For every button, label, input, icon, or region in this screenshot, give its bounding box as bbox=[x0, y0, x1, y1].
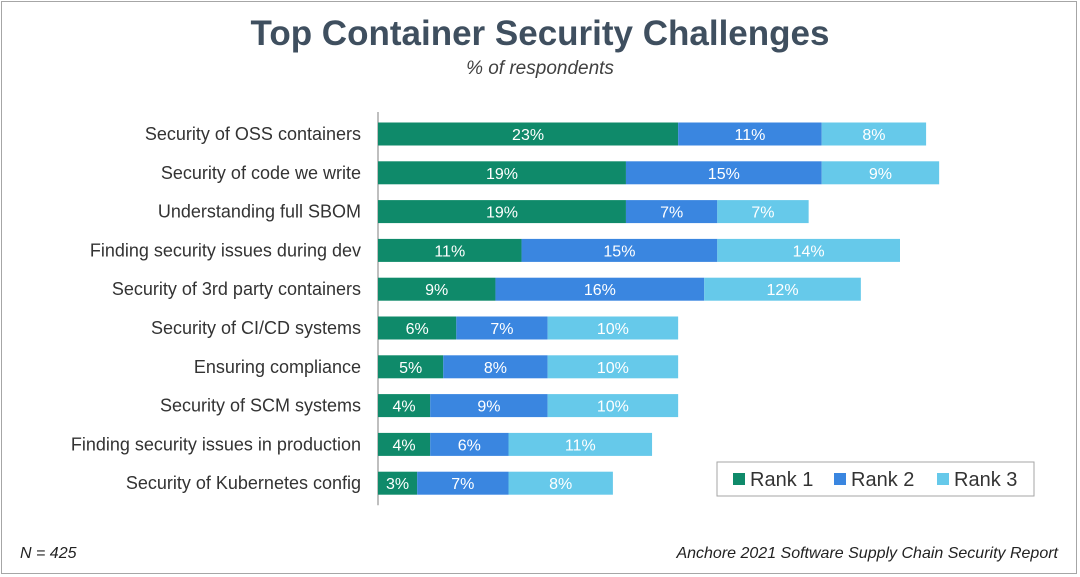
bar-segment-rank-3 bbox=[508, 471, 613, 495]
data-label: 15% bbox=[708, 166, 740, 183]
legend-label: Rank 2 bbox=[851, 469, 914, 491]
bar-segment-rank-2 bbox=[678, 122, 822, 146]
data-label: 7% bbox=[660, 205, 683, 222]
bar-segment-rank-1 bbox=[378, 355, 444, 379]
data-label: 4% bbox=[393, 399, 416, 416]
category-label: Understanding full SBOM bbox=[158, 202, 361, 222]
bar-segment-rank-3 bbox=[547, 355, 679, 379]
data-label: 3% bbox=[386, 476, 409, 493]
data-label: 10% bbox=[597, 360, 629, 377]
data-label: 7% bbox=[751, 205, 774, 222]
data-label: 9% bbox=[869, 166, 892, 183]
legend-swatch-rank-2 bbox=[834, 473, 846, 485]
bar-segment-rank-1 bbox=[378, 238, 522, 262]
legend-label: Rank 3 bbox=[954, 469, 1017, 491]
bar-segment-rank-3 bbox=[508, 432, 653, 456]
data-label: 10% bbox=[597, 399, 629, 416]
data-label: 5% bbox=[399, 360, 422, 377]
data-label: 11% bbox=[735, 127, 766, 144]
data-label: 16% bbox=[584, 282, 616, 299]
bar-segment-rank-1 bbox=[378, 394, 431, 418]
legend-swatch-rank-3 bbox=[937, 473, 949, 485]
bar-segment-rank-1 bbox=[378, 277, 496, 301]
data-label: 12% bbox=[767, 282, 799, 299]
data-label: 19% bbox=[486, 205, 518, 222]
data-label: 11% bbox=[434, 243, 465, 260]
bar-segment-rank-2 bbox=[521, 238, 718, 262]
data-label: 15% bbox=[603, 243, 635, 260]
data-label: 4% bbox=[393, 437, 416, 454]
bar-segment-rank-2 bbox=[443, 355, 548, 379]
bar-segment-rank-2 bbox=[625, 161, 822, 185]
data-label: 10% bbox=[597, 321, 629, 338]
bar-segment-rank-3 bbox=[547, 394, 679, 418]
chart-title: Top Container Security Challenges bbox=[250, 14, 830, 53]
data-label: 7% bbox=[451, 476, 474, 493]
chart-subtitle: % of respondents bbox=[466, 58, 614, 79]
bar-segment-rank-1 bbox=[378, 432, 431, 456]
bar-segment-rank-2 bbox=[625, 200, 718, 224]
data-label: 9% bbox=[425, 282, 448, 299]
bar-segment-rank-3 bbox=[717, 200, 809, 224]
legend-label: Rank 1 bbox=[750, 469, 813, 491]
data-label: 19% bbox=[486, 166, 518, 183]
legend-swatch-rank-1 bbox=[733, 473, 745, 485]
data-label: 11% bbox=[565, 437, 596, 454]
bar-segment-rank-1 bbox=[378, 161, 626, 185]
data-label: 7% bbox=[490, 321, 513, 338]
source-citation: Anchore 2021 Software Supply Chain Secur… bbox=[676, 545, 1058, 562]
bar-segment-rank-1 bbox=[378, 316, 457, 340]
data-label: 14% bbox=[793, 243, 825, 260]
bar-segment-rank-2 bbox=[417, 471, 509, 495]
category-label: Finding security issues during dev bbox=[90, 240, 361, 260]
category-label: Finding security issues in production bbox=[71, 434, 361, 454]
legend-box bbox=[716, 461, 1035, 497]
bar-segment-rank-2 bbox=[430, 432, 509, 456]
bar-segment-rank-3 bbox=[821, 161, 940, 185]
data-label: 23% bbox=[512, 127, 544, 144]
category-label: Security of CI/CD systems bbox=[151, 318, 361, 338]
sample-size-note: N = 425 bbox=[20, 545, 77, 562]
category-label: Security of Kubernetes config bbox=[126, 473, 361, 493]
category-label: Ensuring compliance bbox=[194, 357, 361, 377]
bar-segment-rank-3 bbox=[547, 316, 679, 340]
category-label: Security of OSS containers bbox=[145, 124, 361, 144]
bar-segment-rank-3 bbox=[821, 122, 927, 146]
bar-segment-rank-3 bbox=[704, 277, 861, 301]
data-label: 9% bbox=[477, 399, 500, 416]
data-label: 8% bbox=[484, 360, 507, 377]
bar-segment-rank-3 bbox=[717, 238, 900, 262]
data-label: 8% bbox=[862, 127, 885, 144]
bar-segment-rank-1 bbox=[378, 122, 679, 146]
bar-segment-rank-1 bbox=[378, 471, 418, 495]
bar-segment-rank-2 bbox=[456, 316, 548, 340]
bar-segment-rank-2 bbox=[495, 277, 705, 301]
category-label: Security of code we write bbox=[161, 163, 361, 183]
data-label: 6% bbox=[458, 437, 481, 454]
data-label: 8% bbox=[549, 476, 572, 493]
category-label: Security of SCM systems bbox=[160, 396, 361, 416]
data-label: 6% bbox=[406, 321, 429, 338]
bar-segment-rank-1 bbox=[378, 200, 626, 224]
category-label: Security of 3rd party containers bbox=[112, 279, 361, 299]
bar-segment-rank-2 bbox=[430, 394, 548, 418]
